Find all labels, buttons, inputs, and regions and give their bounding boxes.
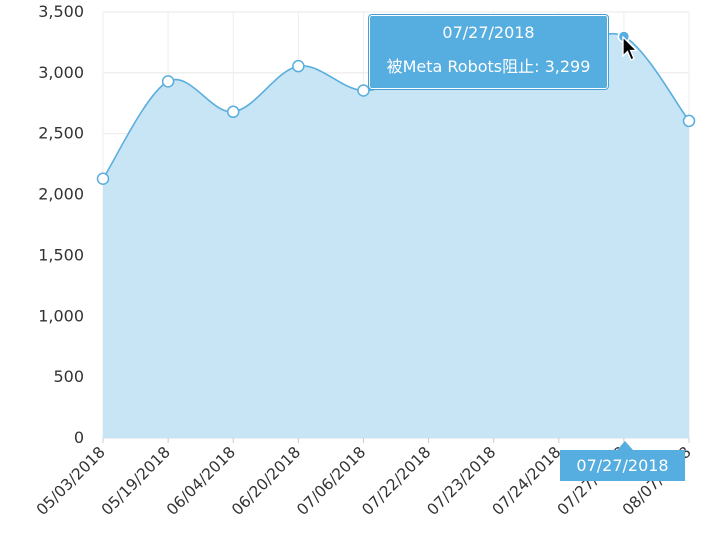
data-point[interactable] — [228, 106, 239, 117]
y-tick-label: 0 — [74, 428, 84, 447]
data-point[interactable] — [98, 173, 109, 184]
x-tick-label: 05/19/2018 — [98, 443, 174, 519]
mouse-pointer-icon — [622, 36, 638, 62]
x-tick-label: 07/22/2018 — [358, 443, 434, 519]
x-tick-label: 06/20/2018 — [228, 443, 304, 519]
data-point[interactable] — [684, 115, 695, 126]
x-tick-label: 06/04/2018 — [163, 443, 239, 519]
y-tick-label: 3,500 — [38, 2, 84, 21]
crosshair-x-label: 07/27/2018 — [560, 450, 685, 481]
data-point[interactable] — [163, 76, 174, 87]
y-tick-label: 2,000 — [38, 185, 84, 204]
data-point[interactable] — [358, 85, 369, 96]
y-axis-tick-labels: 0 500 1,000 1,500 2,000 2,500 3,000 3,500 — [38, 2, 84, 447]
data-point[interactable] — [293, 61, 304, 72]
crosshair-label-arrow — [617, 441, 633, 450]
y-tick-label: 1,000 — [38, 306, 84, 325]
y-tick-label: 2,500 — [38, 124, 84, 143]
tooltip: 07/27/2018 被Meta Robots阻止: 3,299 — [369, 15, 608, 89]
series-area-fill — [103, 34, 689, 438]
x-tick-label: 07/24/2018 — [489, 443, 565, 519]
x-tick-label: 07/23/2018 — [424, 443, 500, 519]
x-tick-label: 05/03/2018 — [33, 443, 109, 519]
y-tick-label: 500 — [53, 367, 84, 386]
y-tick-label: 1,500 — [38, 245, 84, 264]
x-tick-label: 07/06/2018 — [293, 443, 369, 519]
tooltip-date: 07/27/2018 — [370, 22, 607, 44]
y-tick-label: 3,000 — [38, 63, 84, 82]
tooltip-value: 被Meta Robots阻止: 3,299 — [370, 56, 607, 78]
